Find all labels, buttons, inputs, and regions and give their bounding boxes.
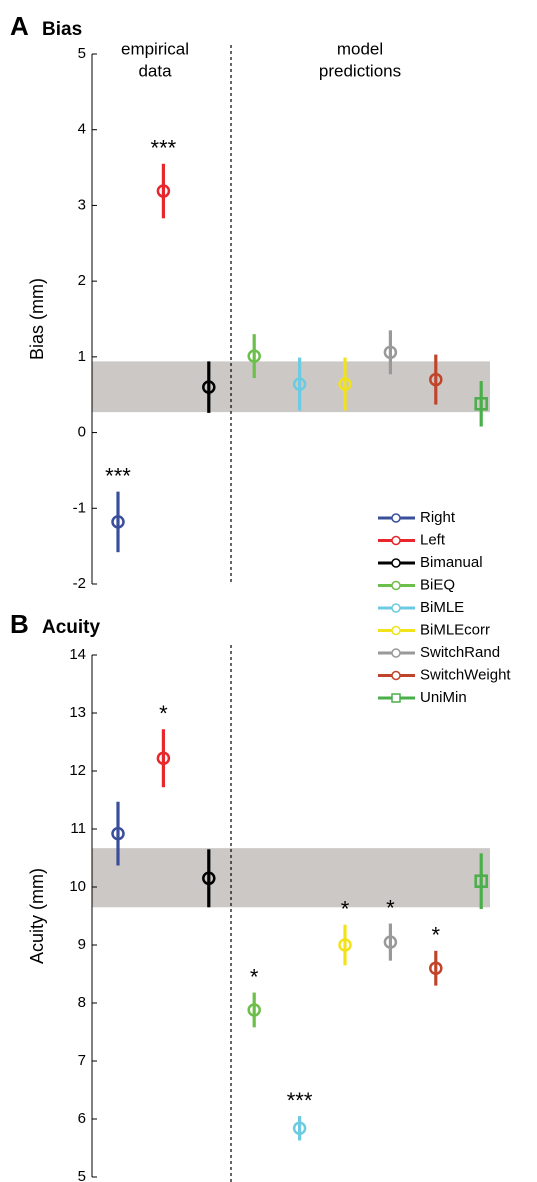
y-tick-label: 11 [70,820,86,837]
legend-label: UniMin [420,689,467,706]
legend-label: SwitchRand [420,644,500,661]
panel-title: Bias [42,19,82,40]
y-tick-label: 1 [78,348,86,365]
marker [429,372,443,387]
marker [202,871,216,886]
marker [247,1003,261,1017]
y-tick-label: 5 [78,1168,86,1182]
legend-marker [391,670,401,681]
marker [156,751,171,765]
significance: *** [105,463,131,488]
legend-marker [391,648,401,658]
legend-label: Left [420,531,446,548]
legend-marker [391,625,401,636]
marker [111,515,125,529]
y-tick-label: 10 [69,878,86,895]
significance: *** [287,1088,313,1113]
significance: * [432,923,441,948]
legend-label: Right [420,509,456,526]
y-tick-label: -2 [73,575,86,592]
legend-label: BiEQ [420,576,455,593]
marker [383,345,398,360]
y-axis-label: Acuity (mm) [27,868,47,964]
panel-title: Acuity [42,617,101,638]
significance: * [341,897,350,922]
marker [474,397,488,411]
y-tick-label: -1 [73,499,86,516]
significance: *** [151,136,177,161]
y-tick-label: 4 [78,121,86,138]
band [92,361,490,413]
panel-letter: B [10,609,29,639]
legend-label: SwitchWeight [420,666,511,683]
marker [292,1121,307,1136]
significance: * [250,964,259,989]
y-tick-label: 14 [69,646,86,663]
y-tick-label: 13 [69,704,86,721]
marker [247,349,261,363]
y-tick-label: 12 [69,762,86,779]
marker [111,826,125,841]
marker [292,377,307,391]
legend-marker [391,603,401,613]
y-tick-label: 7 [78,1052,86,1069]
significance: * [159,701,168,726]
y-tick-label: 2 [78,272,86,289]
significance: * [386,895,395,920]
group-label: model [337,39,383,58]
marker [156,184,171,198]
y-tick-label: 0 [78,424,86,441]
legend-label: BiMLEcorr [420,621,490,638]
marker [202,380,216,394]
legend-marker [391,693,401,703]
y-tick-label: 3 [78,196,86,213]
legend-label: BiMLE [420,599,464,616]
marker [429,961,443,975]
legend-marker [391,513,401,523]
group-label: data [138,61,172,80]
legend-marker [391,535,401,546]
y-tick-label: 6 [78,1110,86,1127]
legend-label: Bimanual [420,554,483,571]
group-label: empirical [121,39,189,58]
marker [338,377,352,391]
y-axis-label: Bias (mm) [27,278,47,360]
marker [474,874,488,888]
legend-marker [391,580,401,591]
panel-letter: A [10,11,29,41]
band [92,848,490,908]
group-label: predictions [319,61,401,80]
marker [383,935,398,949]
legend-marker [391,558,401,568]
y-tick-label: 8 [78,994,86,1011]
y-tick-label: 5 [78,45,86,62]
marker [338,938,352,952]
y-tick-label: 9 [78,936,86,953]
